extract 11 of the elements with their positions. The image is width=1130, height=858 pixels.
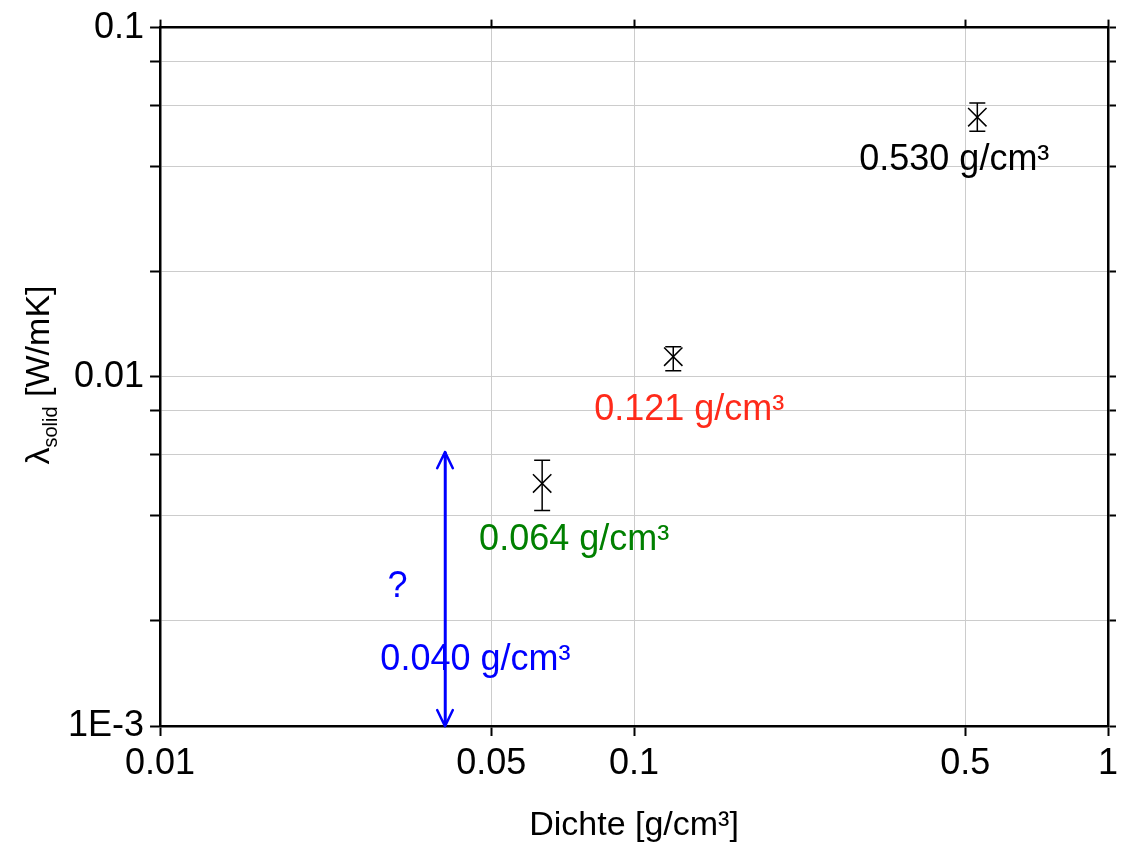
x-tick-label: 0.05 bbox=[456, 740, 527, 782]
x-tick-label: 0.1 bbox=[609, 740, 660, 782]
annotation: 0.530 g/cm³ bbox=[859, 137, 1050, 179]
x-axis-title: Dichte [g/cm³] bbox=[529, 803, 739, 842]
annotation: 0.121 g/cm³ bbox=[594, 386, 785, 428]
annotation: 0.064 g/cm³ bbox=[479, 517, 670, 559]
x-tick-label: 1 bbox=[1097, 740, 1119, 782]
y-tick-label: 0.1 bbox=[94, 4, 145, 46]
y-tick-label: 0.01 bbox=[73, 353, 145, 395]
x-tick-label: 0.5 bbox=[940, 740, 991, 782]
annotation: ? bbox=[387, 563, 408, 605]
